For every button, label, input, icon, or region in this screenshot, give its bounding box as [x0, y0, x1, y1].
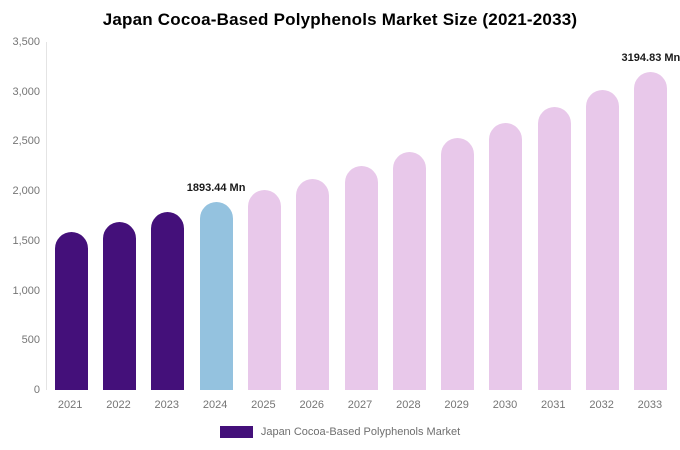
x-tick-label: 2028 [396, 399, 421, 411]
bar-column: 3194.83 Mn [622, 42, 680, 390]
x-tick-label: 2026 [299, 399, 324, 411]
bar-2031 [537, 106, 571, 390]
y-tick-label: 3,000 [12, 85, 40, 98]
chart-title: Japan Cocoa-Based Polyphenols Market Siz… [102, 10, 578, 29]
bar-2033 [634, 72, 668, 390]
bar-2032 [586, 89, 620, 390]
y-tick-label: 0 [33, 384, 40, 396]
bar-2023 [151, 212, 185, 390]
y-tick-label: 2,000 [12, 185, 40, 198]
bar-column [240, 42, 288, 390]
bar-2021 [54, 231, 88, 390]
bar-2029 [441, 137, 475, 390]
bar-column: 1893.44 Mn [187, 42, 245, 390]
y-tick-label: 2,500 [12, 135, 40, 148]
bar-2022 [102, 222, 136, 390]
y-tick-label: 1,500 [12, 234, 40, 247]
legend-swatch [219, 426, 253, 438]
x-tick-label: 2029 [444, 399, 469, 411]
legend: Japan Cocoa-Based Polyphenols Market [0, 426, 680, 438]
legend-label: Japan Cocoa-Based Polyphenols Market [260, 426, 461, 438]
x-tick-label: 2031 [541, 399, 566, 411]
bar-2030 [489, 122, 523, 390]
x-tick-label: 2021 [57, 399, 83, 411]
y-tick-label: 500 [21, 334, 40, 347]
x-tick-label: 2022 [106, 399, 131, 411]
bar-column [530, 42, 578, 390]
bar-column [95, 42, 143, 390]
bar-column [578, 42, 626, 390]
bar-value-label: 3194.83 Mn [621, 52, 680, 65]
bar-column [289, 42, 337, 390]
bar-column [482, 42, 530, 390]
x-tick-label: 2032 [589, 399, 614, 411]
y-tick-label: 1,000 [12, 284, 40, 297]
bar-column [337, 42, 385, 390]
bar-2025 [247, 190, 281, 390]
x-tick-label: 2030 [492, 399, 518, 411]
x-axis-labels: 2021 2022 2023 2024 2025 2026 2027 2028 2029 2030… [46, 399, 674, 411]
bar-column [434, 42, 482, 390]
x-tick-label: 2027 [347, 399, 373, 411]
bar-value-label: 1893.44 Mn [186, 181, 246, 194]
plot-area: 1893.44 Mn 3194.83 Mn [46, 42, 680, 390]
bar-column [47, 42, 95, 390]
x-tick-label: 2024 [202, 399, 228, 411]
y-axis: 3,500 3,000 2,500 2,000 1,500 1,000 500 0 [0, 36, 40, 396]
bar-2026 [296, 178, 330, 390]
bar-2027 [344, 165, 378, 390]
x-tick-label: 2033 [637, 399, 663, 411]
bar-2028 [392, 152, 426, 390]
x-tick-label: 2023 [154, 399, 180, 411]
bar-2024 [199, 201, 233, 390]
y-tick-label: 3,500 [12, 36, 40, 48]
x-tick-label: 2025 [251, 399, 276, 411]
bar-column [385, 42, 433, 390]
bar-column [144, 42, 192, 390]
